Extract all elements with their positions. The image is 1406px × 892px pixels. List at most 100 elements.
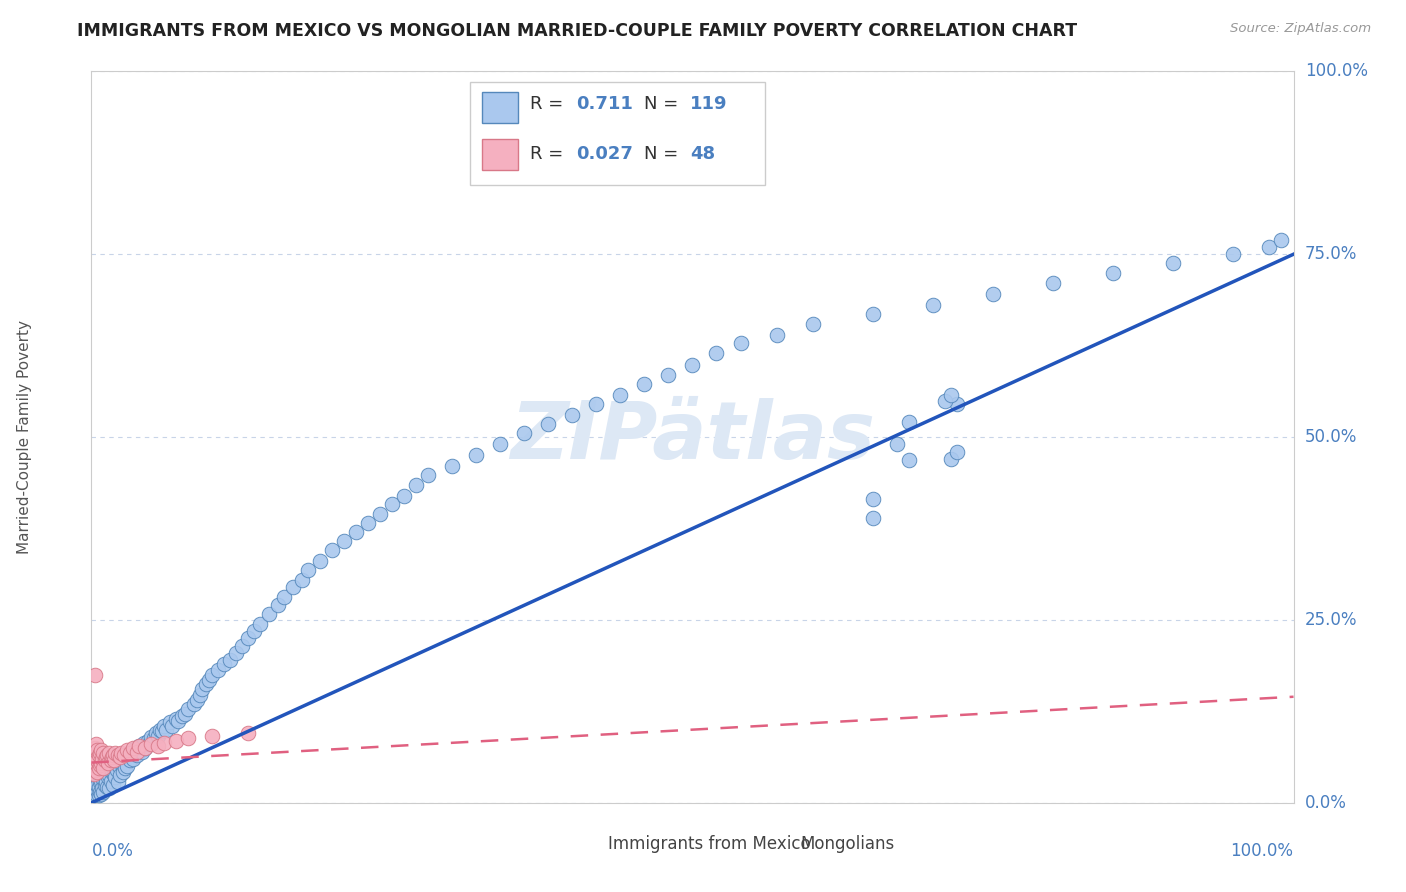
Point xyxy=(308,554,330,568)
Point xyxy=(84,740,107,755)
Point xyxy=(537,417,560,431)
Text: Married-Couple Family Poverty: Married-Couple Family Poverty xyxy=(17,320,32,554)
Point xyxy=(730,336,752,351)
Point xyxy=(97,770,120,784)
Point xyxy=(1042,277,1064,291)
Point xyxy=(91,752,114,766)
Point xyxy=(101,748,124,763)
Point xyxy=(84,737,107,751)
Point xyxy=(297,563,319,577)
Point xyxy=(1102,266,1125,280)
Text: 50.0%: 50.0% xyxy=(1305,428,1357,446)
Point xyxy=(91,781,114,796)
Point xyxy=(111,765,134,780)
Point xyxy=(89,746,111,760)
Point xyxy=(84,759,107,773)
Point xyxy=(141,737,163,751)
Point xyxy=(267,599,290,613)
Text: 0.027: 0.027 xyxy=(576,145,633,163)
Text: 25.0%: 25.0% xyxy=(1305,611,1357,629)
Point xyxy=(259,607,281,621)
Point xyxy=(357,516,380,531)
Text: 75.0%: 75.0% xyxy=(1305,245,1357,263)
Point xyxy=(90,743,112,757)
Point xyxy=(86,782,108,797)
Point xyxy=(146,739,169,753)
Point xyxy=(86,778,108,792)
Point xyxy=(188,688,211,702)
Text: Immigrants from Mexico: Immigrants from Mexico xyxy=(609,835,811,853)
Point xyxy=(104,770,127,784)
Point xyxy=(86,743,108,757)
Point xyxy=(110,768,132,782)
Point xyxy=(84,667,107,681)
Point xyxy=(118,746,141,760)
Point xyxy=(191,682,214,697)
Point xyxy=(165,733,187,747)
Point xyxy=(98,746,121,760)
FancyBboxPatch shape xyxy=(470,82,765,185)
Text: 0.0%: 0.0% xyxy=(1305,794,1347,812)
Point xyxy=(134,740,156,755)
Text: 0.711: 0.711 xyxy=(576,95,633,113)
FancyBboxPatch shape xyxy=(482,139,519,170)
Point xyxy=(1258,240,1281,254)
Point xyxy=(89,775,111,789)
FancyBboxPatch shape xyxy=(482,92,519,122)
Text: 0.0%: 0.0% xyxy=(91,842,134,860)
Point xyxy=(321,543,343,558)
Point xyxy=(146,729,169,743)
Point xyxy=(862,307,884,321)
Point xyxy=(93,785,115,799)
Point xyxy=(765,327,787,342)
Point xyxy=(152,736,174,750)
Point xyxy=(84,781,107,796)
Point xyxy=(84,752,107,766)
Point xyxy=(201,667,224,681)
Point xyxy=(125,745,148,759)
Point xyxy=(862,492,884,507)
Point xyxy=(103,753,125,767)
Point xyxy=(107,748,129,763)
Point xyxy=(89,785,111,799)
Point xyxy=(585,397,607,411)
Point xyxy=(145,726,167,740)
Point xyxy=(83,789,105,803)
Point xyxy=(609,387,631,401)
Point xyxy=(117,759,139,773)
Point xyxy=(176,702,198,716)
Point xyxy=(100,773,122,788)
Point xyxy=(121,743,143,757)
Point xyxy=(90,787,112,801)
Point xyxy=(110,756,132,770)
Point xyxy=(84,748,107,763)
Point xyxy=(155,723,177,737)
Point xyxy=(561,408,583,422)
Point xyxy=(84,763,107,777)
Point xyxy=(112,752,135,766)
Text: ZIPätlas: ZIPätlas xyxy=(510,398,875,476)
Point xyxy=(101,750,124,764)
Point xyxy=(416,468,439,483)
Point xyxy=(93,772,115,787)
Point xyxy=(934,393,956,408)
Point xyxy=(176,731,198,746)
Point xyxy=(150,724,173,739)
Point xyxy=(122,740,145,755)
Point xyxy=(489,437,512,451)
Point xyxy=(94,775,117,789)
Point xyxy=(946,397,969,411)
Point xyxy=(141,730,163,744)
Point xyxy=(128,739,150,753)
Point xyxy=(939,387,962,401)
Point xyxy=(1270,233,1292,247)
Point xyxy=(198,673,221,687)
Point xyxy=(87,789,110,803)
Point xyxy=(83,756,105,770)
Text: N =: N = xyxy=(644,145,685,163)
Point xyxy=(98,768,121,782)
Point xyxy=(84,785,107,799)
Point xyxy=(249,616,271,631)
Point xyxy=(107,775,129,789)
Point xyxy=(114,761,136,775)
